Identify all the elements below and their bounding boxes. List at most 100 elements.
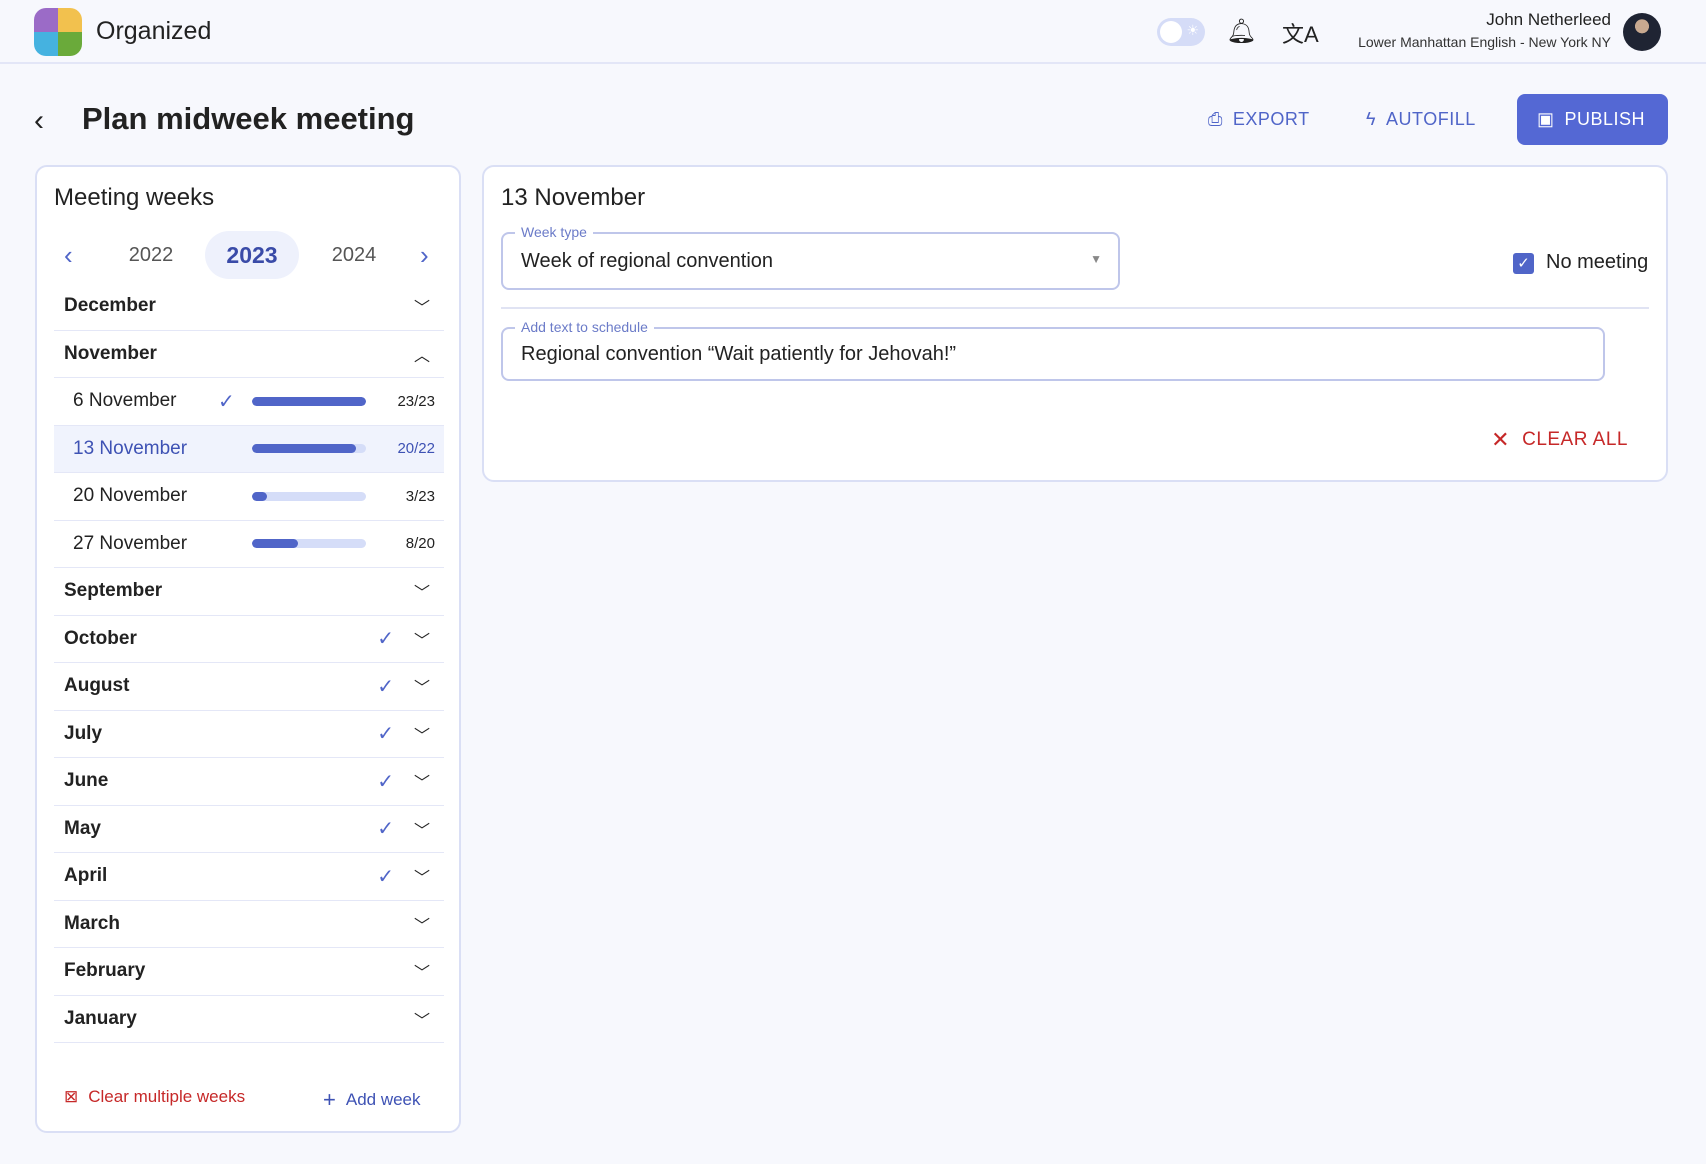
month-label: July [64,722,103,744]
assignment-count: 3/23 [405,487,435,505]
congregation-name: Lower Manhattan English - New York NY [1358,34,1611,50]
progress-bar [252,396,366,406]
chevron-up-icon[interactable]: ︿ [413,347,430,365]
week-type-label: Week type [515,224,593,240]
chevron-down-icon[interactable]: ﹀ [413,965,430,983]
month-label: September [64,580,163,602]
week-title: 13 November [501,184,646,211]
month-label: May [64,817,101,839]
month-label: August [64,675,130,697]
year-2023[interactable]: 2023 [205,231,299,279]
add-week-button[interactable]: + Add week [323,1087,421,1113]
chevron-down-icon[interactable]: ﹀ [413,585,430,603]
progress-fill [252,539,298,549]
clear-all-label: CLEAR ALL [1522,429,1628,450]
check-icon: ✓ [377,675,394,698]
assignment-count: 23/23 [397,392,435,410]
next-year-icon[interactable]: › [420,240,429,270]
export-button[interactable]: ⎙ EXPORT [1208,94,1310,145]
month-label: March [64,912,120,934]
month-label: October [64,627,137,649]
chevron-down-icon[interactable]: ﹀ [413,632,430,650]
month-label: February [64,960,146,982]
month-row[interactable]: May ✓ ﹀ [54,806,444,853]
schedule-text-value: Regional convention “Wait patiently for … [521,343,957,365]
month-label: November [64,342,157,364]
panel-title: Meeting weeks [54,184,215,211]
month-row[interactable]: November ︿ [54,331,444,378]
chevron-down-icon[interactable]: ﹀ [413,822,430,840]
week-type-select[interactable]: Week type Week of regional convention ▼ [501,224,1120,290]
publish-button[interactable]: ▣ PUBLISH [1517,94,1668,145]
bell-icon[interactable]: 🔔︎ [1226,18,1257,45]
month-label: January [64,1007,137,1029]
month-row[interactable]: April ✓ ﹀ [54,853,444,901]
chevron-down-icon[interactable]: ﹀ [413,775,430,793]
year-selector: ‹ 2022 2023 2024 › [54,231,444,279]
year-2022[interactable]: 2022 [128,244,174,266]
assignment-count: 20/22 [397,440,435,458]
assignment-count: 8/20 [405,535,435,553]
clear-multiple-weeks-button[interactable]: ⊠ Clear multiple weeks [64,1087,245,1107]
meeting-weeks-panel: Meeting weeks ‹ 2022 2023 2024 › Decembe… [35,165,461,1133]
week-label: 20 November [73,485,188,507]
month-row[interactable]: February ﹀ [54,948,444,996]
prev-year-icon[interactable]: ‹ [64,240,73,270]
theme-toggle[interactable]: ☀ [1157,18,1205,46]
month-label: June [64,770,109,792]
month-row[interactable]: July ✓ ﹀ [54,711,444,758]
month-row[interactable]: December ﹀ [54,283,444,331]
no-meeting-checkbox[interactable]: ✓ [1513,253,1534,274]
chevron-down-icon[interactable]: ﹀ [413,917,430,935]
autofill-label: AUTOFILL [1386,109,1476,129]
schedule-text-label: Add text to schedule [515,319,654,335]
week-label: 6 November [73,390,177,412]
schedule-text-input[interactable]: Add text to schedule Regional convention… [501,319,1605,381]
translate-icon[interactable]: 文A [1282,22,1319,47]
week-row[interactable]: 13 November 20/22 [54,425,444,473]
week-row[interactable]: 27 November 8/20 [54,521,444,568]
sun-icon: ☀ [1186,22,1199,38]
progress-bar [252,444,366,454]
app-logo [34,8,82,56]
week-detail-panel: 13 November Week type Week of regional c… [482,165,1668,482]
month-row[interactable]: August ✓ ﹀ [54,663,444,711]
autofill-button[interactable]: ϟ AUTOFILL [1366,94,1476,145]
back-button[interactable]: ‹ [34,104,44,137]
month-row[interactable]: October ✓ ﹀ [54,616,444,663]
export-label: EXPORT [1232,109,1310,129]
week-row[interactable]: 6 November ✓ 23/23 [54,378,444,426]
progress-fill [252,444,356,454]
month-label: December [64,295,156,317]
close-icon: ✕ [1491,427,1511,452]
clear-icon: ⊠ [64,1087,79,1106]
year-2024[interactable]: 2024 [331,244,377,266]
check-icon: ✓ [377,818,394,841]
chevron-down-icon[interactable]: ﹀ [413,870,430,888]
chevron-down-icon[interactable]: ﹀ [413,727,430,745]
clear-multiple-label: Clear multiple weeks [88,1087,246,1106]
month-row[interactable]: January ﹀ [54,996,444,1043]
month-row[interactable]: March ﹀ [54,901,444,948]
divider [501,307,1649,309]
clear-all-button[interactable]: ✕ CLEAR ALL [1491,427,1628,453]
check-icon: ✓ [218,390,235,413]
month-row[interactable]: September ﹀ [54,568,444,616]
avatar[interactable] [1623,13,1661,51]
chevron-down-icon[interactable]: ﹀ [413,680,430,698]
user-name[interactable]: John Netherleed [1486,10,1611,29]
month-row[interactable]: June ✓ ﹀ [54,758,444,806]
no-meeting-label: No meeting [1546,251,1649,273]
chevron-down-icon[interactable]: ﹀ [413,1012,430,1030]
printer-icon: ⎙ [1208,109,1223,129]
progress-bar [252,491,366,501]
check-icon: ✓ [377,723,394,746]
publish-label: PUBLISH [1564,109,1646,129]
plus-icon: + [323,1087,336,1112]
week-row[interactable]: 20 November 3/23 [54,473,444,521]
week-label: 13 November [73,437,188,459]
progress-fill [252,396,366,406]
calendar-check-icon: ▣ [1537,109,1555,129]
chevron-down-icon[interactable]: ﹀ [413,300,430,318]
progress-fill [252,491,267,501]
